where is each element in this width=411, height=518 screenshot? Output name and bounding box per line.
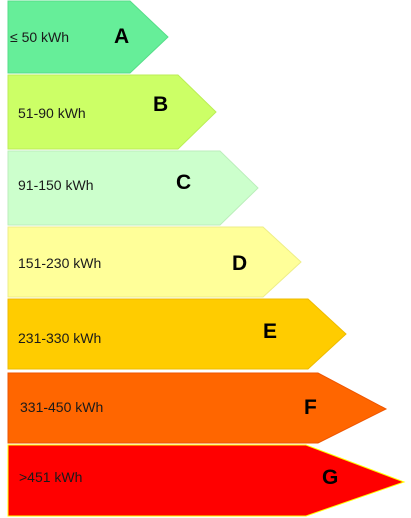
band-arrow-c xyxy=(7,150,259,226)
band-arrow-d xyxy=(7,226,302,298)
band-range-a: ≤ 50 kWh xyxy=(10,29,69,45)
rating-band-f: 331-450 kWh F xyxy=(7,372,388,444)
band-letter-b: B xyxy=(153,93,168,116)
band-arrow-b xyxy=(7,74,217,150)
band-letter-f: F xyxy=(304,396,317,419)
band-range-c: 91-150 kWh xyxy=(18,177,93,193)
rating-band-e: 231-330 kWh E xyxy=(7,298,347,370)
band-range-d: 151-230 kWh xyxy=(18,255,101,271)
band-arrow-e xyxy=(7,298,347,370)
rating-band-c: 91-150 kWh C xyxy=(7,150,259,226)
rating-band-d: 151-230 kWh D xyxy=(7,226,302,298)
band-arrow-f xyxy=(7,372,388,444)
band-arrow-g xyxy=(7,444,406,517)
rating-band-a: ≤ 50 kWh A xyxy=(7,0,169,74)
band-range-e: 231-330 kWh xyxy=(18,330,101,346)
rating-band-g: >451 kWh G xyxy=(7,444,406,517)
band-letter-c: C xyxy=(176,171,191,194)
band-letter-g: G xyxy=(322,466,338,489)
band-arrow-a xyxy=(7,0,169,74)
band-letter-e: E xyxy=(263,320,277,343)
band-range-b: 51-90 kWh xyxy=(18,105,86,121)
band-range-f: 331-450 kWh xyxy=(20,399,103,415)
band-range-g: >451 kWh xyxy=(19,469,82,485)
band-letter-a: A xyxy=(114,25,129,48)
band-letter-d: D xyxy=(232,252,247,275)
rating-band-b: 51-90 kWh B xyxy=(7,74,217,150)
